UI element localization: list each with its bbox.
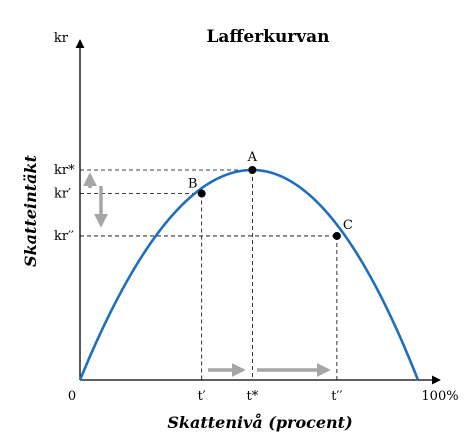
- point-b: [197, 189, 206, 198]
- point-label-b: B: [188, 177, 198, 192]
- curve-points: A B C: [188, 150, 353, 240]
- x-axis-title: Skattenivå (procent): [167, 412, 352, 432]
- tick-labels: t* kr* t′ kr′ t′′ kr′′: [54, 163, 342, 404]
- movement-arrows: [83, 172, 331, 377]
- x-tick-a: t*: [247, 389, 259, 404]
- point-a: [248, 166, 257, 174]
- y-axis-unit-label: kr: [54, 31, 69, 46]
- x-origin-label: 0: [68, 389, 76, 404]
- point-c: [332, 231, 341, 240]
- x-end-label: 100%: [421, 389, 458, 404]
- chart-title: Lafferkurvan: [206, 27, 329, 47]
- x-tick-c: t′′: [331, 389, 342, 404]
- y-tick-a: kr*: [54, 163, 75, 178]
- y-tick-c: kr′′: [54, 229, 74, 244]
- guide-lines: [80, 169, 338, 380]
- y-tick-b: kr′: [54, 187, 71, 202]
- y-axis-title: Skatteintäkt: [21, 154, 40, 267]
- point-label-c: C: [343, 218, 353, 233]
- laffer-curve: [78, 168, 420, 381]
- point-label-a: A: [247, 150, 258, 165]
- x-tick-b: t′: [198, 389, 206, 404]
